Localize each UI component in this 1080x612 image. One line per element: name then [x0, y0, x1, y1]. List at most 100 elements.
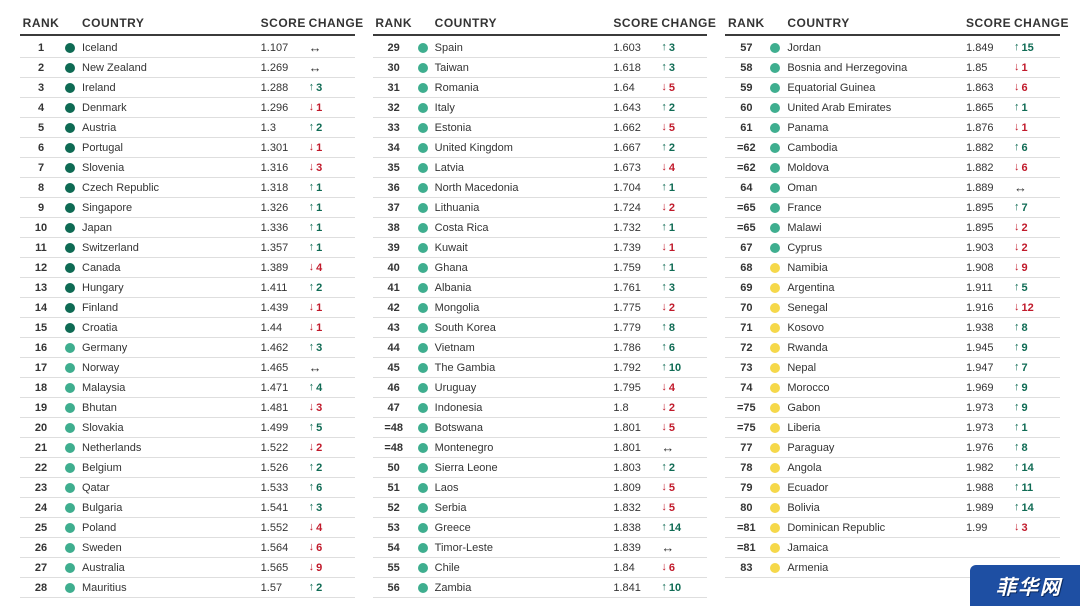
dot-cell	[767, 363, 783, 373]
rank-cell: 77	[725, 438, 767, 458]
table-row: 78Angola1.982↑14	[725, 458, 1060, 478]
country-cell: Qatar	[78, 478, 261, 498]
change-delta: 14	[669, 518, 681, 538]
arrow-up-icon: ↑	[1014, 382, 1020, 393]
dot-cell	[767, 83, 783, 93]
rank-cell: 74	[725, 378, 767, 398]
change-delta: 15	[1022, 38, 1034, 58]
country-cell: Ireland	[78, 78, 261, 98]
arrow-down-icon: ↓	[661, 382, 667, 393]
change-delta: 1	[1022, 98, 1028, 118]
dot-cell	[62, 183, 78, 193]
country-cell: United Kingdom	[431, 138, 614, 158]
rank-cell: 55	[373, 558, 415, 578]
country-cell: Sweden	[78, 538, 261, 558]
rank-cell: =62	[725, 138, 767, 158]
change-cell: ↔	[309, 41, 355, 54]
tier-dot-icon	[65, 423, 75, 433]
rank-cell: 13	[20, 278, 62, 298]
arrow-down-icon: ↓	[661, 482, 667, 493]
country-cell: Bosnia and Herzegovina	[783, 58, 966, 78]
table-row: 70Senegal1.916↓12	[725, 298, 1060, 318]
change-delta: 3	[669, 38, 675, 58]
table-row: 53Greece1.838↑14	[373, 518, 708, 538]
score-cell: 1.57	[261, 578, 309, 598]
arrow-down-icon: ↓	[1014, 82, 1020, 93]
arrow-up-icon: ↑	[1014, 462, 1020, 473]
country-cell: Cambodia	[783, 138, 966, 158]
tier-dot-icon	[418, 523, 428, 533]
tier-dot-icon	[65, 543, 75, 553]
country-cell: Mongolia	[431, 298, 614, 318]
country-cell: Chile	[431, 558, 614, 578]
change-delta: 10	[669, 578, 681, 598]
country-cell: Malaysia	[78, 378, 261, 398]
tier-dot-icon	[418, 43, 428, 53]
dot-cell	[62, 323, 78, 333]
arrow-up-icon: ↑	[661, 342, 667, 353]
score-cell: 1.411	[261, 278, 309, 298]
arrow-up-icon: ↑	[1014, 42, 1020, 53]
country-cell: Ecuador	[783, 478, 966, 498]
change-cell: ↑6	[1014, 138, 1060, 158]
dot-cell	[767, 43, 783, 53]
arrow-same-icon: ↔	[661, 541, 674, 554]
change-cell: ↓1	[661, 238, 707, 258]
rank-cell: =65	[725, 198, 767, 218]
rank-header: RANK	[373, 16, 415, 30]
change-delta: 6	[316, 538, 322, 558]
rank-cell: 4	[20, 98, 62, 118]
change-delta: 5	[669, 418, 675, 438]
tier-dot-icon	[770, 483, 780, 493]
score-cell: 1.801	[613, 438, 661, 458]
table-row: 44Vietnam1.786↑6	[373, 338, 708, 358]
score-cell: 1.85	[966, 58, 1014, 78]
dot-cell	[62, 423, 78, 433]
country-cell: Czech Republic	[78, 178, 261, 198]
rank-cell: 31	[373, 78, 415, 98]
table-row: 42Mongolia1.775↓2	[373, 298, 708, 318]
change-delta: 6	[669, 338, 675, 358]
change-delta: 1	[1022, 418, 1028, 438]
change-cell: ↓3	[1014, 518, 1060, 538]
score-cell: 1.895	[966, 218, 1014, 238]
dot-cell	[415, 223, 431, 233]
change-delta: 9	[1022, 398, 1028, 418]
country-cell: France	[783, 198, 966, 218]
change-cell: ↑6	[309, 478, 355, 498]
rank-cell: 59	[725, 78, 767, 98]
country-cell: Netherlands	[78, 438, 261, 458]
dot-cell	[62, 483, 78, 493]
arrow-up-icon: ↑	[1014, 482, 1020, 493]
table-row: 33Estonia1.662↓5	[373, 118, 708, 138]
country-cell: Italy	[431, 98, 614, 118]
country-cell: Greece	[431, 518, 614, 538]
change-cell: ↑1	[309, 218, 355, 238]
change-delta: 8	[1022, 438, 1028, 458]
change-delta: 3	[669, 58, 675, 78]
table-row: 74Morocco1.969↑9	[725, 378, 1060, 398]
dot-cell	[767, 323, 783, 333]
country-cell: Equatorial Guinea	[783, 78, 966, 98]
dot-cell	[415, 303, 431, 313]
dot-cell	[415, 43, 431, 53]
tier-dot-icon	[770, 503, 780, 513]
table-row: =75Liberia1.973↑1	[725, 418, 1060, 438]
rank-cell: 11	[20, 238, 62, 258]
change-delta: 2	[316, 458, 322, 478]
tier-dot-icon	[418, 343, 428, 353]
rank-cell: 30	[373, 58, 415, 78]
score-cell: 1.462	[261, 338, 309, 358]
country-cell: Poland	[78, 518, 261, 538]
tier-dot-icon	[65, 443, 75, 453]
change-delta: 5	[316, 418, 322, 438]
rank-cell: 14	[20, 298, 62, 318]
dot-cell	[767, 503, 783, 513]
country-cell: Bolivia	[783, 498, 966, 518]
table-row: 16Germany1.462↑3	[20, 338, 355, 358]
arrow-down-icon: ↓	[309, 322, 315, 333]
change-delta: 2	[669, 198, 675, 218]
tier-dot-icon	[770, 43, 780, 53]
dot-cell	[767, 343, 783, 353]
tier-dot-icon	[770, 523, 780, 533]
